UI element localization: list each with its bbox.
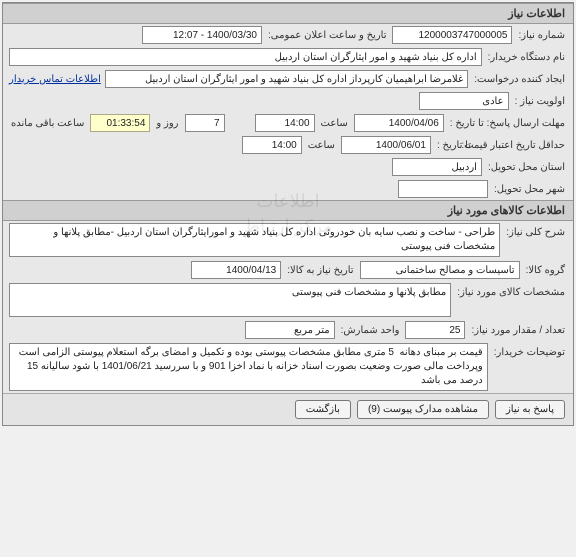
resp-time-field: 14:00 xyxy=(255,114,315,132)
city-field xyxy=(398,180,488,198)
buyer-org-field: اداره کل بنیاد شهید و امور ایثارگران است… xyxy=(9,48,482,66)
valid-time-field: 14:00 xyxy=(242,136,302,154)
min-validity-label: حداقل تاریخ اعتبار قیمت: xyxy=(477,140,567,151)
contact-link[interactable]: اطلاعات تماس خریدار xyxy=(9,74,101,85)
goods-spec-label: مشخصات کالای مورد نیاز: xyxy=(455,283,567,298)
goods-info-header: اطلاعات کالاهای مورد نیاز xyxy=(3,200,573,221)
unit-label: واحد شمارش: xyxy=(339,325,402,336)
need-until-date-field: 1400/04/13 xyxy=(191,261,281,279)
days-left-field: 7 xyxy=(185,114,225,132)
buyer-notes-label: توضیحات خریدار: xyxy=(492,343,567,358)
public-announce-label: تاریخ و ساعت اعلان عمومی: xyxy=(266,30,389,41)
priority-label: اولویت نیاز : xyxy=(513,96,567,107)
priority-field: عادی xyxy=(419,92,509,110)
response-deadline-label: مهلت ارسال پاسخ: تا تاریخ : xyxy=(448,118,567,129)
back-button[interactable]: بازگشت xyxy=(295,400,351,419)
hour-label-2: ساعت xyxy=(306,140,337,151)
view-attachments-button[interactable]: مشاهده مدارک پیوست (9) xyxy=(357,400,489,419)
button-bar: پاسخ به نیاز مشاهده مدارک پیوست (9) بازگ… xyxy=(3,393,573,425)
buyer-org-label: نام دستگاه خریدار: xyxy=(486,52,567,63)
need-no-field: 1200003747000005 xyxy=(392,26,512,44)
province-field: اردبیل xyxy=(392,158,482,176)
goods-group-label: گروه کالا: xyxy=(524,265,567,276)
hour-label-1: ساعت xyxy=(319,118,350,129)
buyer-notes-field xyxy=(9,343,488,391)
need-no-label: شماره نیاز: xyxy=(516,30,567,41)
goods-spec-field xyxy=(9,283,451,317)
public-announce-field: 1400/03/30 - 12:07 xyxy=(142,26,262,44)
reply-button[interactable]: پاسخ به نیاز xyxy=(495,400,565,419)
qty-label: تعداد / مقدار مورد نیاز: xyxy=(469,325,567,336)
day-and-label: روز و xyxy=(154,118,180,129)
requester-label: ایجاد کننده درخواست: xyxy=(472,74,567,85)
qty-field: 25 xyxy=(405,321,465,339)
need-title-field xyxy=(9,223,500,257)
time-left-field: 01:33:54 xyxy=(90,114,150,132)
need-info-header: اطلاعات نیاز xyxy=(3,3,573,24)
valid-date-field: 1400/06/01 xyxy=(341,136,431,154)
requester-field: غلامرضا ابراهیمیان کارپرداز اداره کل بنی… xyxy=(105,70,468,88)
until-label: تا تاریخ : xyxy=(435,140,473,151)
resp-date-field: 1400/04/06 xyxy=(354,114,444,132)
goods-group-field: تاسیسات و مصالح ساختمانی xyxy=(360,261,520,279)
city-label: شهر محل تحویل: xyxy=(492,184,567,195)
province-label: استان محل تحویل: xyxy=(486,162,567,173)
need-until-date-label: تاریخ نیاز به کالا: xyxy=(285,265,355,276)
need-title-label: شرح کلی نیاز: xyxy=(504,223,567,238)
need-info-panel: اطلاعات نیاز شماره نیاز: 120000374700000… xyxy=(2,2,574,426)
unit-field: متر مربع xyxy=(245,321,335,339)
remaining-label: ساعت باقی مانده xyxy=(9,118,86,129)
